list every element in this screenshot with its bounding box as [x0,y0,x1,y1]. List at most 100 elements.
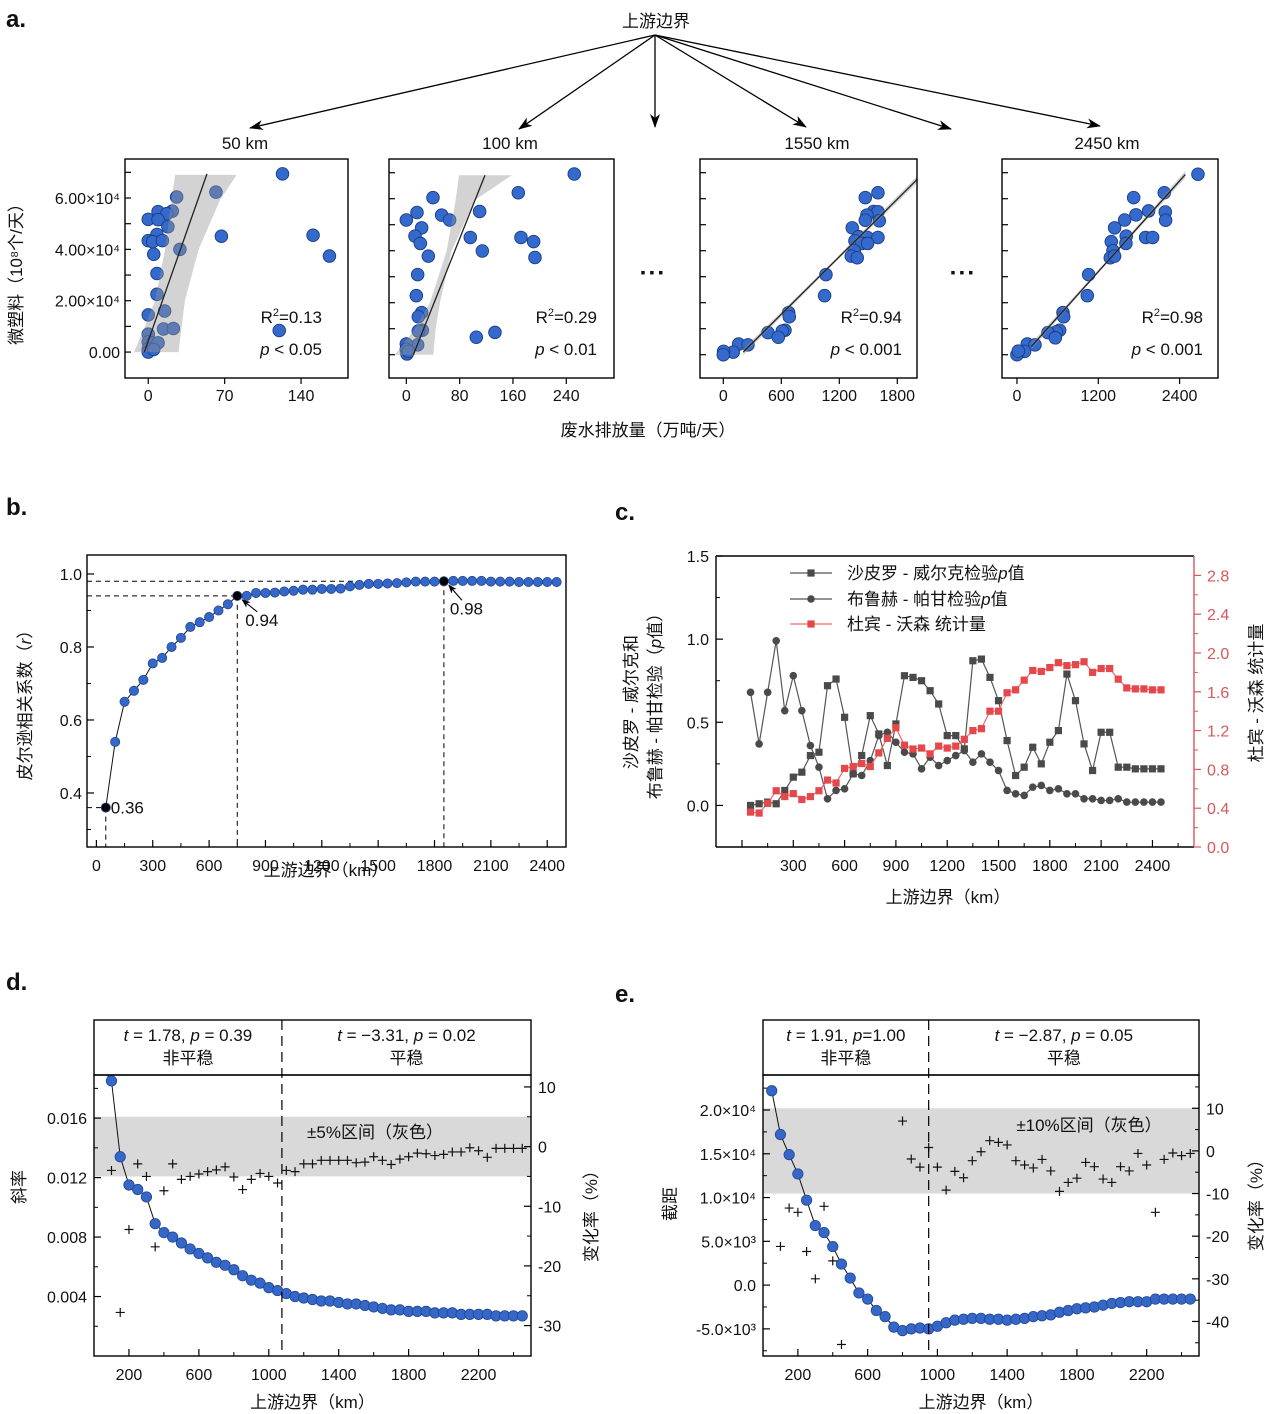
data-point [844,1272,856,1284]
r2-superscript: 2 [548,307,554,319]
data-point [994,697,1003,705]
change-rate-marker [220,1162,230,1172]
data-point [241,590,252,601]
x-tick-label: 0 [402,388,411,405]
y-tick-label-right: 10 [1206,1101,1224,1118]
series-line [105,580,557,808]
x-tick-label: 600 [854,1367,881,1384]
r2-superscript: 2 [1154,307,1160,319]
change-rate-marker [828,1256,838,1266]
data-point [413,236,428,251]
data-point [1148,765,1157,773]
data-point [994,766,1003,775]
data-point [222,599,233,610]
change-rate-marker [360,1157,370,1167]
change-rate-marker [941,1185,951,1195]
statistic-part: = 0.05 [1081,1026,1133,1045]
change-rate-marker [932,1162,942,1172]
data-point [98,1064,108,1074]
data-point [166,641,177,652]
data-point [969,758,977,766]
change-rate-marker [465,1143,475,1153]
data-point [832,675,840,683]
data-point [175,632,186,643]
data-point [151,212,165,227]
data-point [457,575,468,586]
data-point [146,342,161,357]
change-rate-marker [308,1159,317,1169]
data-point [1114,763,1122,771]
data-point [175,1237,187,1249]
panel-c: c. 300 600 900 1200 1500 1800 2100 2400 0.0 0.5 1.0… [615,499,1266,907]
data-point [823,682,832,690]
r2-value: =0.94 [859,308,902,327]
data-point [523,577,534,588]
data-point [943,744,951,752]
data-point [184,1243,196,1255]
change-rate-marker [133,1159,143,1169]
data-point [815,787,823,795]
data-point [1131,765,1139,773]
data-point [832,779,840,787]
p-symbol: p [259,340,269,359]
band-label: ±5%区间（灰色） [307,1123,443,1142]
change-rate-marker [898,1116,908,1126]
y-tick-label-right: 10 [538,1080,556,1097]
y-tick-label-right: 0 [538,1140,547,1157]
y-tick-label-left: 2.0×10⁴ [700,1103,756,1120]
data-point [1106,664,1114,673]
data-point [516,1310,528,1322]
x-axis-label: 上游边界（km） [250,1393,375,1412]
regression-line [1030,174,1186,347]
legend-marker [807,595,815,603]
plot-area [98,1064,528,1322]
y-tick-label: 0.8 [60,640,82,657]
segment-status: 平稳 [1047,1049,1081,1068]
data-point [849,762,857,771]
data-point [1088,668,1097,676]
data-point [1158,213,1173,228]
data-point [772,637,780,645]
data-point [169,190,184,204]
data-point [1145,230,1160,245]
axes-frame [93,1074,532,1357]
plot-area [133,167,337,359]
y-tick-label: 6.00×10⁴ [55,191,120,208]
x-tick-label: 300 [139,858,166,875]
change-rate-marker [793,1207,803,1217]
y-axis-label-left-line1: 沙皮罗 - 威尔克和 [622,635,641,769]
data-point [755,740,763,748]
diagram-arrow [249,34,656,130]
data-point [114,1151,126,1163]
data-point [472,204,487,219]
data-point [823,776,832,784]
data-point [307,584,318,595]
y-axis-label-left: 截距 [661,1187,680,1221]
y-axis-label-close: ） [16,622,35,639]
change-rate-marker [1142,1160,1152,1170]
confidence-band [133,174,237,353]
data-point [1054,727,1062,735]
data-point [306,228,320,243]
data-point [1037,667,1045,676]
data-point [1071,661,1080,669]
data-point [167,1231,179,1243]
y-tick-label-right: -20 [538,1259,561,1276]
p-symbol: p [534,340,544,359]
change-rate-marker [1107,1177,1117,1187]
series-0 [746,655,1165,810]
x-tick-label: 0 [144,388,153,405]
change-rate-marker [915,1162,925,1172]
x-tick-label: 300 [780,858,807,875]
statistic-part: = 1.91, [791,1026,853,1045]
data-point [260,587,271,598]
data-point [485,576,496,587]
data-point [764,799,772,807]
change-rate-marker [1002,1140,1012,1150]
statistic-part: p [189,1026,199,1045]
data-point [1037,760,1045,768]
legend-label-text: 布鲁赫 - 帕甘检验 [847,590,981,609]
change-rate-marker [509,1143,519,1153]
y-tick-label-left: 1.0 [687,632,709,649]
